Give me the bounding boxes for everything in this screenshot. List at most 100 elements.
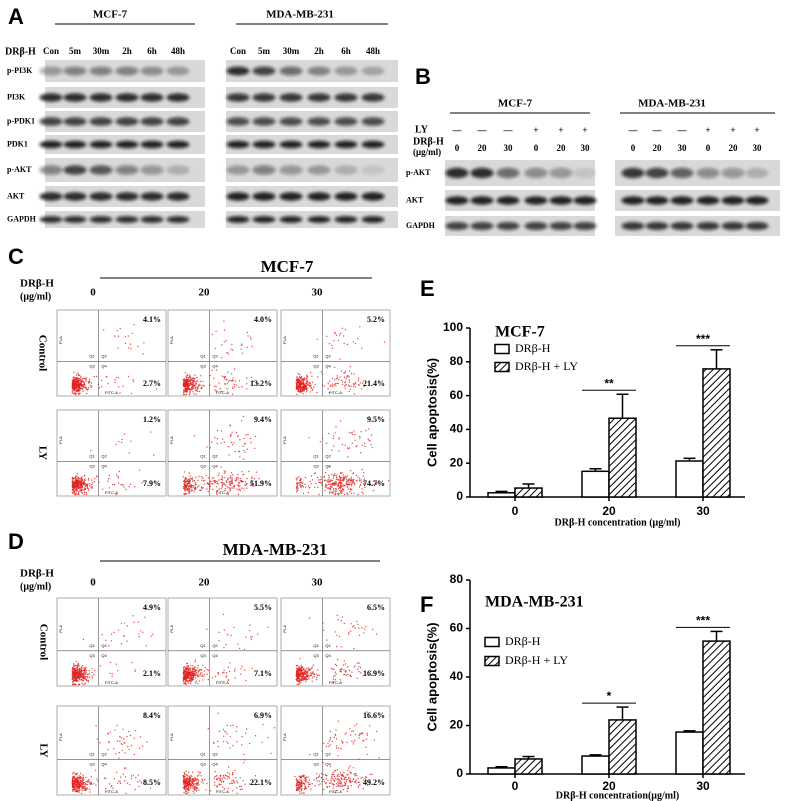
inhibitor-sign: + xyxy=(705,125,710,135)
protein-band xyxy=(496,167,520,179)
event-dot xyxy=(187,792,190,794)
event-dot xyxy=(333,775,336,778)
event-dot xyxy=(201,476,203,478)
event-dot xyxy=(313,386,315,388)
x-tick-label: 0 xyxy=(512,504,519,518)
event-dot xyxy=(189,483,191,485)
event-dot xyxy=(137,621,140,623)
event-dot xyxy=(246,477,248,480)
event-dot xyxy=(77,673,80,676)
event-dot xyxy=(198,789,200,791)
event-dot xyxy=(348,385,351,388)
event-dot xyxy=(332,482,335,485)
event-dot xyxy=(222,781,225,783)
event-dot xyxy=(86,392,88,395)
event-dot xyxy=(128,347,130,349)
event-dot xyxy=(79,387,81,389)
y-tick-label: 80 xyxy=(450,354,464,368)
axis-label: FITC-A xyxy=(216,789,229,794)
quadrant-label: Q3 xyxy=(89,364,95,369)
event-dot xyxy=(83,671,85,674)
event-dot xyxy=(245,636,247,638)
event-dot xyxy=(73,389,76,392)
event-dot xyxy=(120,622,123,625)
event-dot xyxy=(326,484,328,487)
event-dot xyxy=(189,680,191,682)
event-dot xyxy=(132,379,134,381)
axis-label: PI-A xyxy=(58,733,63,741)
event-dot xyxy=(339,479,341,481)
event-dot xyxy=(311,375,313,377)
event-dot xyxy=(301,389,303,391)
event-dot xyxy=(346,475,349,477)
event-dot xyxy=(206,668,208,671)
event-dot xyxy=(313,779,315,781)
event-dot xyxy=(127,335,129,337)
inhibitor-sign: — xyxy=(452,125,463,135)
event-dot xyxy=(346,778,348,781)
event-dot xyxy=(362,475,365,477)
event-dot xyxy=(327,382,329,385)
event-dot xyxy=(296,388,299,390)
event-dot xyxy=(128,748,130,751)
event-dot xyxy=(135,777,137,779)
event-dot xyxy=(328,380,331,383)
event-dot xyxy=(302,393,304,395)
event-dot xyxy=(349,388,351,390)
event-dot xyxy=(207,669,210,672)
event-dot xyxy=(230,435,232,438)
event-dot xyxy=(343,660,345,662)
event-dot xyxy=(300,386,302,388)
event-dot xyxy=(225,378,227,380)
blot-row-label: p-PDK1 xyxy=(7,116,35,125)
event-dot xyxy=(223,776,225,778)
event-dot xyxy=(254,447,256,450)
event-dot xyxy=(335,476,338,478)
event-dot xyxy=(190,671,192,673)
event-dot xyxy=(307,384,309,386)
event-dot xyxy=(241,736,243,738)
event-dot xyxy=(306,387,308,390)
event-dot xyxy=(182,781,184,784)
event-dot xyxy=(183,380,185,382)
event-dot xyxy=(125,767,127,769)
event-dot xyxy=(192,381,194,383)
axis-label: PI-A xyxy=(282,336,287,344)
event-dot xyxy=(124,342,127,345)
event-dot xyxy=(354,739,356,741)
event-dot xyxy=(359,437,361,439)
event-dot xyxy=(79,671,81,673)
event-dot xyxy=(193,393,195,395)
event-dot xyxy=(81,479,83,482)
event-dot xyxy=(185,378,188,380)
event-dot xyxy=(89,384,92,387)
event-dot xyxy=(229,662,231,664)
event-dot xyxy=(184,783,187,786)
event-dot xyxy=(335,334,338,336)
event-dot xyxy=(71,674,74,676)
event-dot xyxy=(361,491,363,494)
event-dot xyxy=(75,785,77,787)
event-dot xyxy=(73,784,75,786)
event-dot xyxy=(87,479,90,481)
event-dot xyxy=(297,785,299,787)
event-dot xyxy=(220,430,223,432)
event-dot xyxy=(223,671,225,674)
event-dot xyxy=(316,338,318,341)
event-dot xyxy=(218,783,220,785)
event-dot xyxy=(237,493,240,496)
event-dot xyxy=(339,472,342,474)
event-dot xyxy=(191,384,193,386)
event-dot xyxy=(235,480,237,482)
event-dot xyxy=(206,673,208,675)
lane-label: 5m xyxy=(258,46,271,56)
lane-label: 6h xyxy=(341,46,351,56)
protein-band xyxy=(307,140,331,149)
event-dot xyxy=(232,387,234,390)
event-dot xyxy=(354,484,356,486)
event-dot xyxy=(357,377,360,379)
event-dot xyxy=(85,675,87,678)
event-dot xyxy=(325,778,327,780)
event-dot xyxy=(74,485,77,488)
event-dot xyxy=(185,782,188,785)
